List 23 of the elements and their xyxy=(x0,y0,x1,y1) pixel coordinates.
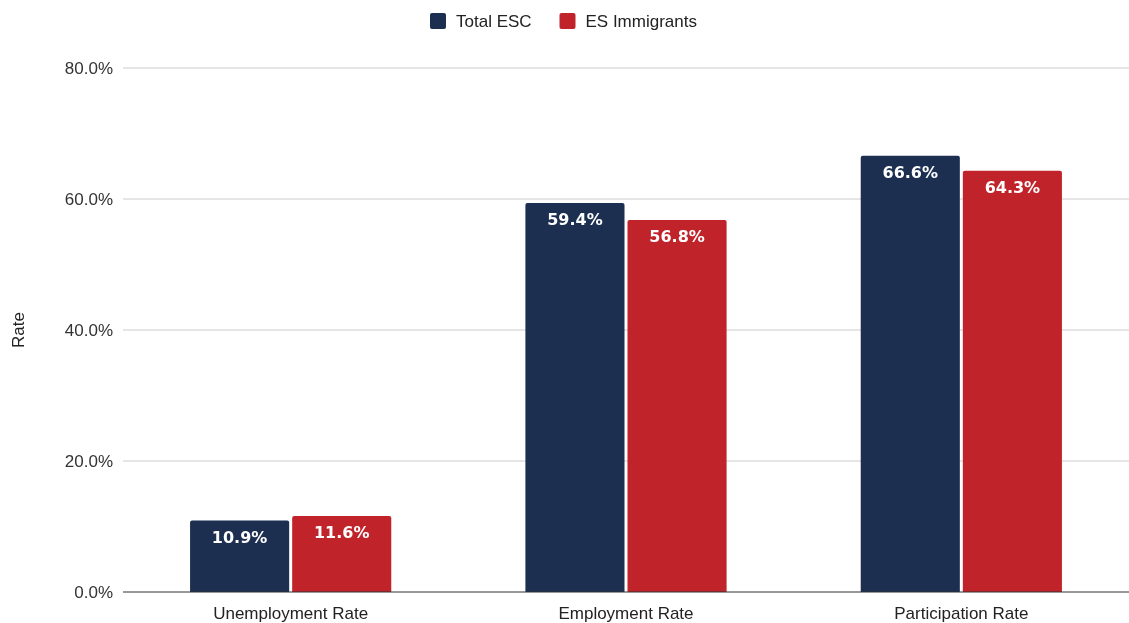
x-tick-label: Employment Rate xyxy=(558,604,694,623)
x-tick-label: Unemployment Rate xyxy=(213,604,369,623)
bar xyxy=(962,170,1062,592)
bar xyxy=(190,520,290,592)
y-tick-label: 0.0% xyxy=(74,583,113,602)
data-label: 64.3% xyxy=(984,177,1041,197)
data-label: 11.6% xyxy=(313,523,370,543)
y-tick-label: 20.0% xyxy=(64,452,113,471)
legend-label: Total ESC xyxy=(456,12,532,31)
data-label: 66.6% xyxy=(882,162,939,182)
y-tick-label: 60.0% xyxy=(64,190,113,209)
y-tick-label: 40.0% xyxy=(64,321,113,340)
data-label: 10.9% xyxy=(211,527,268,547)
bar xyxy=(292,516,392,592)
legend-label: ES Immigrants xyxy=(585,12,697,31)
data-label: 59.4% xyxy=(547,209,603,229)
y-tick-label: 80.0% xyxy=(64,59,113,78)
data-label: 56.8% xyxy=(649,226,705,246)
bar xyxy=(627,219,727,592)
x-tick-label: Participation Rate xyxy=(894,604,1029,623)
bar xyxy=(525,202,625,592)
bar xyxy=(860,155,960,592)
y-axis-title: Rate xyxy=(9,312,28,348)
